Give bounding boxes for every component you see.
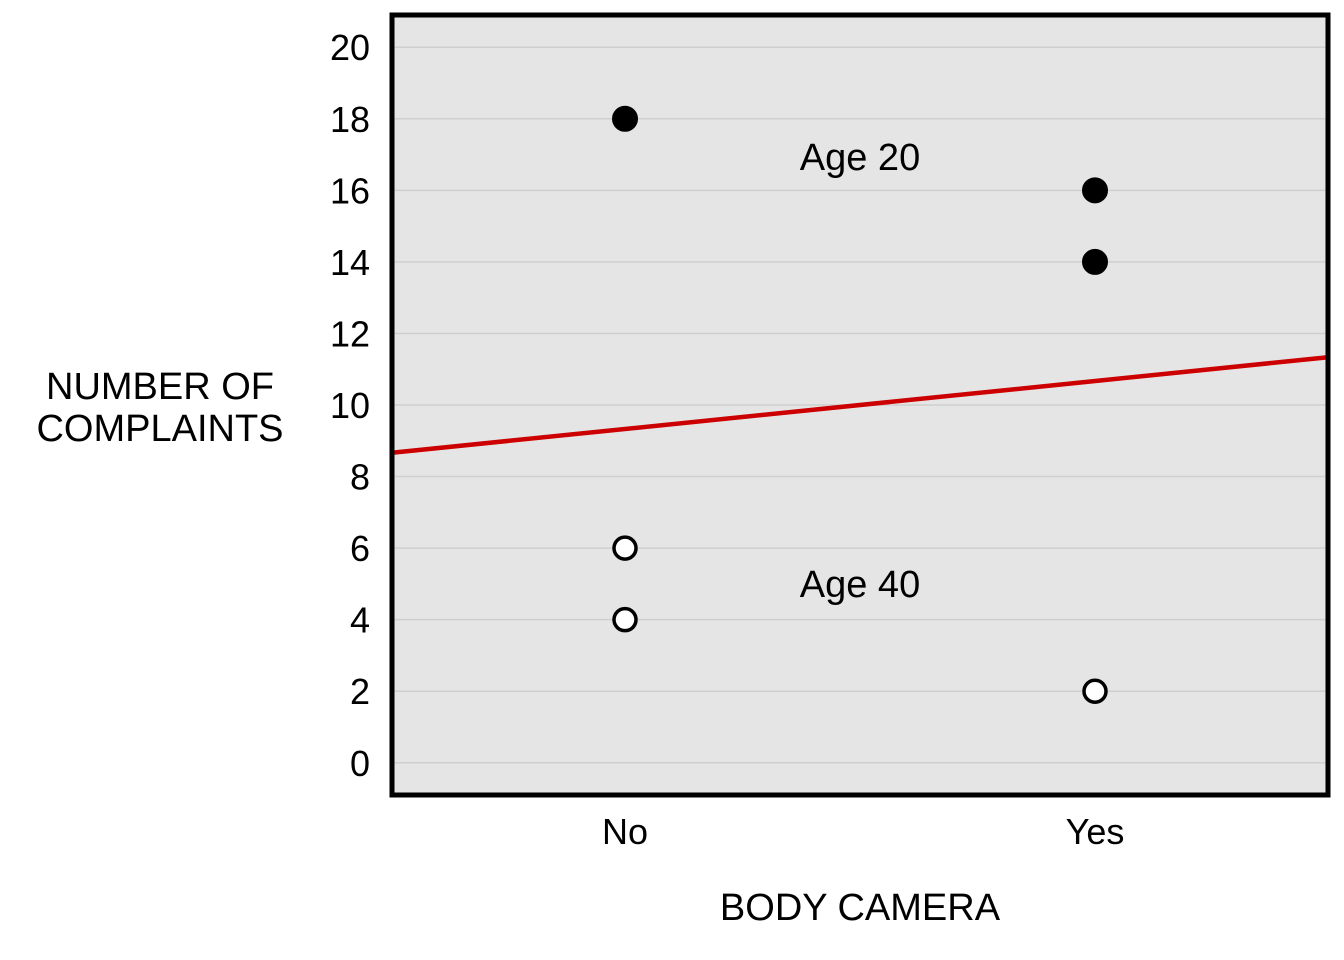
y-tick-label-8: 8 — [350, 457, 370, 498]
series-label-age-20: Age 20 — [800, 137, 920, 179]
y-tick-label-0: 0 — [350, 743, 370, 784]
plot-frame — [389, 12, 1331, 798]
y-tick-label-2: 2 — [350, 671, 370, 712]
point-age-40-0 — [612, 535, 638, 561]
point-age-20-1 — [1082, 177, 1108, 204]
point-age-40-1 — [612, 606, 638, 633]
series-label-age-40: Age 40 — [800, 564, 920, 606]
point-age-40-2 — [1082, 678, 1108, 704]
point-age-20-2 — [1082, 248, 1108, 275]
y-tick-label-6: 6 — [350, 528, 370, 569]
y-tick-label-20: 20 — [330, 27, 370, 68]
y-tick-label-16: 16 — [330, 170, 370, 211]
x-axis-label: BODY CAMERA — [720, 887, 1001, 929]
x-tick-label-yes: Yes — [1066, 811, 1125, 852]
x-tick-label-no: No — [602, 811, 648, 852]
y-tick-label-14: 14 — [330, 242, 370, 283]
y-tick-label-18: 18 — [330, 99, 370, 140]
y-axis-label-line-1: NUMBER OF — [46, 366, 274, 408]
trend-line — [391, 355, 1329, 455]
y-tick-label-4: 4 — [350, 600, 370, 641]
y-tick-label-12: 12 — [330, 313, 370, 354]
y-tick-label-10: 10 — [330, 385, 370, 426]
point-age-20-0 — [612, 105, 638, 132]
y-axis-label-line-2: COMPLAINTS — [36, 408, 283, 450]
